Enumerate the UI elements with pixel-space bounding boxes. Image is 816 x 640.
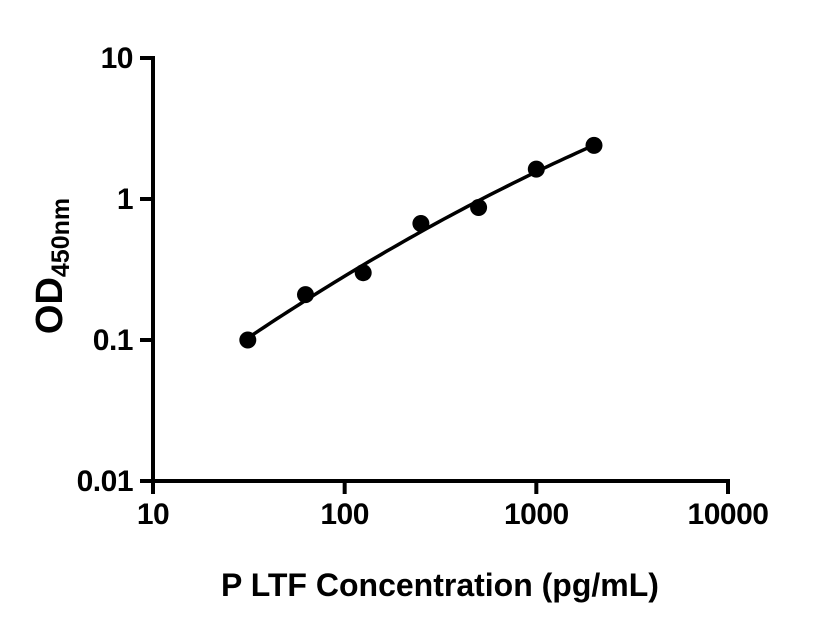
data-point	[585, 136, 603, 154]
data-point	[354, 264, 372, 282]
y-tick-label: 0.01	[77, 465, 133, 498]
axis-layer	[140, 56, 730, 494]
data-point	[297, 286, 314, 304]
x-tick-label: 10000	[688, 498, 769, 531]
data-point	[239, 331, 257, 349]
y-tick-label: 0.1	[93, 324, 133, 357]
data-point	[412, 215, 430, 232]
y-tick-label: 10	[101, 42, 133, 75]
x-tick-label: 100	[320, 498, 369, 531]
y-tick-label: 1	[117, 183, 133, 216]
x-tick-label: 1000	[504, 498, 569, 531]
x-tick-label: 10	[137, 498, 169, 531]
y-axis-title-subscript: 450nm	[47, 198, 75, 277]
x-axis-title: P LTF Concentration (pg/mL)	[221, 567, 659, 603]
data-point-layer	[239, 136, 603, 349]
y-axis-title: OD450nm	[29, 198, 75, 334]
y-axis-title-main: OD	[29, 277, 71, 334]
data-point	[470, 199, 488, 216]
axis-line	[151, 56, 730, 483]
data-point	[527, 160, 545, 178]
